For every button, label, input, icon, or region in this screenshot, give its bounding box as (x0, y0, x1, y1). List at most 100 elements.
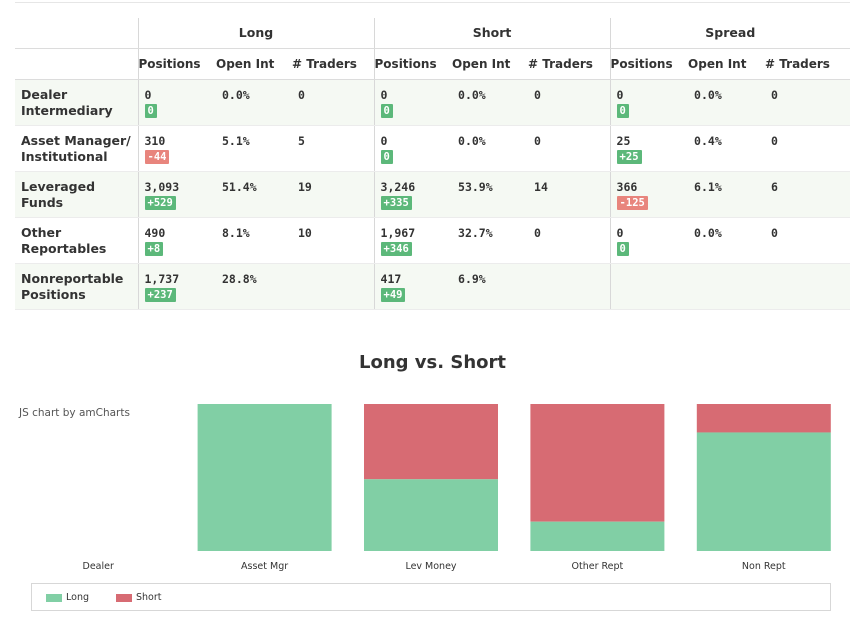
positions-value: 1,737 (144, 272, 180, 286)
traders-value: 19 (298, 180, 312, 194)
cell-traders: 10 (292, 217, 375, 264)
row-label-line: Other (21, 225, 62, 240)
positions-value: 417 (380, 272, 402, 286)
change-badge: -125 (616, 196, 648, 210)
positions-value: 0 (380, 134, 388, 148)
table-row: Nonreportable Positions 1,737 +237 28.8% 4… (15, 263, 851, 310)
traders-value: 0 (534, 134, 541, 148)
positions-value: 366 (616, 180, 638, 194)
open-int-value: 0.0% (694, 88, 722, 102)
row-label: Nonreportable Positions (15, 263, 138, 310)
row-label-line: Nonreportable (21, 271, 124, 286)
chart-title: Long vs. Short (359, 352, 506, 373)
row-label-line: Dealer (21, 87, 68, 102)
legend-label-short: Short (136, 592, 162, 603)
x-tick-label: Non Rept (742, 561, 786, 572)
legend-label-long: Long (66, 592, 89, 603)
positions-value: 0 (144, 88, 152, 102)
bar-long-1[interactable] (197, 404, 332, 551)
traders-value: 5 (298, 134, 305, 148)
cell-positions: 417 +49 (373, 263, 453, 310)
cell-open-int: 32.7% (452, 217, 529, 264)
traders-value: 0 (771, 226, 778, 240)
cell-open-int: 5.1% (216, 125, 292, 172)
cell-positions: 310 -44 (137, 125, 216, 172)
open-int-value: 28.8% (222, 272, 257, 286)
cell-empty (688, 263, 766, 310)
cell-positions: 1,737 +237 (137, 263, 216, 310)
cell-positions: 3,246 +335 (373, 171, 453, 218)
open-int-value: 51.4% (222, 180, 257, 194)
cell-open-int: 28.8% (216, 263, 292, 310)
cell-positions: 25 +25 (609, 125, 689, 172)
cell-traders: 19 (292, 171, 375, 218)
chart-legend: Long Short (31, 583, 831, 611)
group-header-short: Short (373, 18, 611, 49)
chart-credit-link[interactable]: JS chart by amCharts (19, 407, 130, 419)
traders-value: 0 (771, 134, 778, 148)
row-label-line: Intermediary (21, 103, 113, 118)
change-badge: 0 (380, 104, 393, 118)
traders-value: 14 (534, 180, 548, 194)
cell-traders: 0 (528, 217, 611, 264)
cell-open-int: 0.4% (688, 125, 766, 172)
row-label-line: Reportables (21, 241, 107, 256)
row-label: Asset Manager/Institutional (15, 125, 138, 172)
table-row: Leveraged Funds 3,093 +529 51.4% 19 3,246 +… (15, 171, 851, 218)
col-header-positions: Positions (373, 48, 453, 80)
change-badge: +8 (144, 242, 164, 256)
positions-value: 1,967 (380, 226, 416, 240)
change-badge: +529 (144, 196, 176, 210)
col-header-positions: Positions (609, 48, 689, 80)
bar-short-4[interactable] (696, 404, 831, 433)
bar-long-3[interactable] (530, 521, 665, 551)
row-label: Other Reportables (15, 217, 138, 264)
cell-traders: 0 (765, 79, 851, 126)
bar-short-3[interactable] (530, 404, 665, 522)
col-header-traders: # Traders (528, 48, 611, 80)
legend-item-long[interactable]: Long (46, 593, 89, 603)
positions-value: 0 (616, 226, 624, 240)
traders-value: 6 (771, 180, 778, 194)
cell-traders: 5 (292, 125, 375, 172)
bar-long-2[interactable] (364, 479, 498, 551)
positions-value: 0 (380, 88, 388, 102)
cell-traders: 14 (528, 171, 611, 218)
open-int-value: 5.1% (222, 134, 250, 148)
bar-long-4[interactable] (696, 432, 831, 551)
cell-empty (765, 263, 851, 310)
cell-empty (609, 263, 689, 310)
col-header-open-int: Open Int (688, 48, 766, 80)
legend-swatch-long (46, 593, 62, 602)
row-label-line: Leveraged (21, 179, 96, 194)
bar-short-2[interactable] (364, 404, 498, 480)
cell-open-int: 0.0% (688, 79, 766, 126)
open-int-value: 0.0% (458, 134, 486, 148)
group-header-long: Long (137, 18, 375, 49)
cell-traders: 6 (765, 171, 851, 218)
positions-table: Long Short Spread Positions Open Int # T… (15, 18, 851, 310)
x-tick-label: Lev Money (405, 561, 456, 572)
open-int-value: 8.1% (222, 226, 250, 240)
cell-open-int: 0.0% (452, 125, 529, 172)
change-badge: +237 (144, 288, 176, 302)
change-badge: 0 (616, 242, 629, 256)
change-badge: 0 (616, 104, 629, 118)
row-label: Dealer Intermediary (15, 79, 138, 126)
positions-value: 490 (144, 226, 166, 240)
group-header-spread: Spread (609, 18, 851, 49)
cell-positions: 1,967 +346 (373, 217, 453, 264)
legend-item-short[interactable]: Short (116, 593, 162, 603)
cell-traders: 0 (765, 217, 851, 264)
col-header-traders: # Traders (292, 48, 375, 80)
top-divider (15, 2, 850, 3)
row-label-line: Funds (21, 195, 64, 210)
positions-value: 3,246 (380, 180, 416, 194)
row-label-line: Asset Manager/ (21, 133, 131, 148)
col-header-open-int: Open Int (216, 48, 292, 80)
x-tick-label: Dealer (83, 561, 114, 572)
cell-positions: 3,093 +529 (137, 171, 216, 218)
